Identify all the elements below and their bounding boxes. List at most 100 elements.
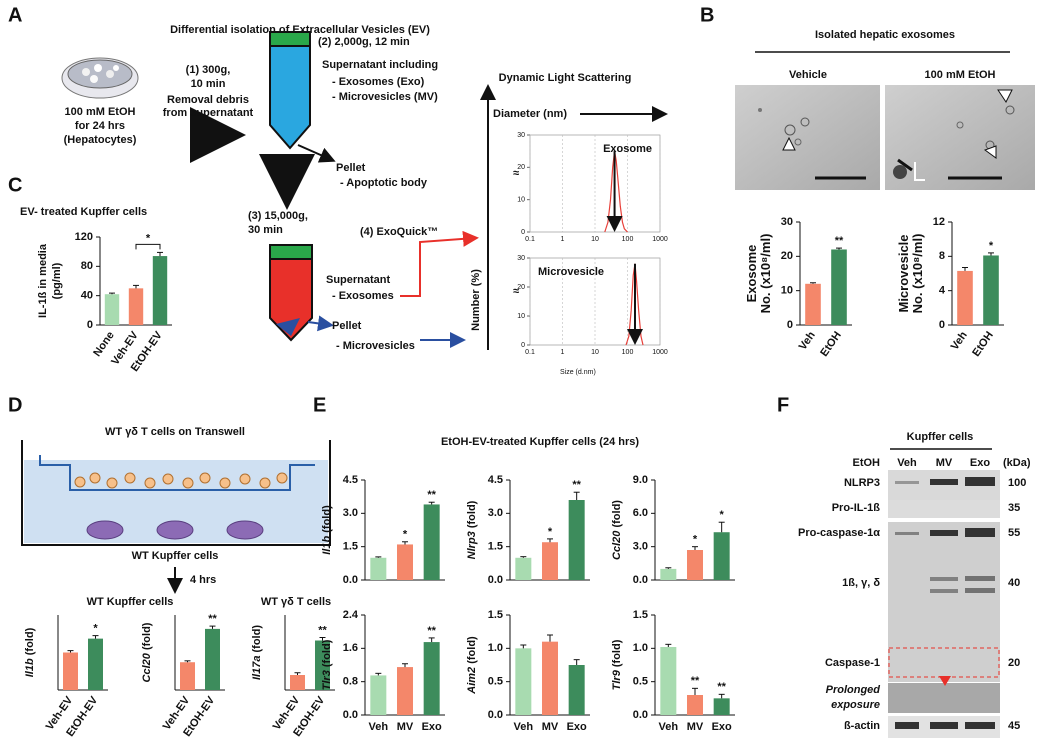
title: EtOH-EV-treated Kupffer cells (24 hrs) xyxy=(441,436,639,448)
bar xyxy=(983,255,999,325)
x-tick-label: MV xyxy=(397,721,414,733)
row-label: Prolonged xyxy=(826,684,881,696)
x-tick-label: Exo xyxy=(567,721,587,733)
x-tick-label: EtOH xyxy=(818,329,844,358)
y-tick-label: 3.0 xyxy=(343,507,358,519)
unit: (fold) xyxy=(611,500,623,528)
kda-label: 100 xyxy=(1008,477,1026,489)
label: (kDa) xyxy=(1003,457,1031,469)
y-label-line: Microvesicle xyxy=(896,234,911,312)
y-tick-label: 3.0 xyxy=(633,541,648,553)
significance: ** xyxy=(572,479,581,491)
row-label: NLRP3 xyxy=(844,477,880,489)
x-tick-label: MV xyxy=(542,721,559,733)
gene: Tlr9 xyxy=(611,669,623,690)
unit: (fold) xyxy=(251,625,263,653)
title: Isolated hepatic exosomes xyxy=(815,29,955,41)
label: Pellet xyxy=(336,162,366,174)
y-tick-label: 0 xyxy=(787,319,793,331)
significance: * xyxy=(720,509,725,521)
unit: (fold) xyxy=(466,636,478,664)
label: - Exosomes xyxy=(332,290,394,302)
bar xyxy=(180,662,195,690)
bar xyxy=(315,640,330,690)
y-axis-label: ExosomeNo. (x10⁸/ml) xyxy=(744,234,773,314)
y-tick-label: 10 xyxy=(781,285,793,297)
micrograph xyxy=(735,85,880,190)
y-tick-label: 0.0 xyxy=(633,574,648,586)
y-tick-label: 4.5 xyxy=(488,474,503,486)
label: - Exosomes (Exo) xyxy=(332,76,425,88)
x-tick-label: 1000 xyxy=(652,236,668,243)
panel-letter: D xyxy=(8,394,22,416)
bar xyxy=(660,647,677,715)
x-tick-label: 10 xyxy=(591,349,599,356)
y-label-line: No. (x10⁸/ml) xyxy=(910,234,925,314)
label: - Apoptotic body xyxy=(340,177,428,189)
bar xyxy=(831,249,847,325)
y-label-line: IL-1ß in media xyxy=(37,243,49,318)
row-label: 1ß, γ, δ xyxy=(842,577,880,589)
significance: ** xyxy=(427,489,436,501)
x-tick-label: 100 xyxy=(622,349,634,356)
y-tick-label: 30 xyxy=(517,132,525,139)
y-tick-label: 1.5 xyxy=(488,609,503,621)
label: Kupffer cells xyxy=(907,431,974,443)
arrow xyxy=(400,230,479,297)
label: WT Kupffer cells xyxy=(87,596,174,608)
y-axis-label: IL-1ß in media (pg/ml) xyxy=(37,243,63,318)
label: WT Kupffer cells xyxy=(132,550,219,562)
y-tick-label: 0 xyxy=(521,229,525,236)
y-axis-label: Tlr9 (fold) xyxy=(611,639,623,690)
panel-letter: A xyxy=(8,4,22,26)
y-tick-label: 1.0 xyxy=(633,642,648,654)
unit: (fold) xyxy=(321,505,333,533)
y-tick-label: 1.5 xyxy=(343,541,358,553)
micrograph xyxy=(885,85,1035,190)
arrow xyxy=(297,144,336,163)
bar xyxy=(713,698,730,715)
x-tick-label: 1 xyxy=(561,236,565,243)
bar xyxy=(687,695,703,715)
unit: (fold) xyxy=(611,639,623,667)
bar xyxy=(805,283,821,325)
y-tick-label: 4.5 xyxy=(343,474,358,486)
bar xyxy=(713,532,730,580)
x-tick-label: EtOH xyxy=(970,329,996,358)
significance: ** xyxy=(427,625,436,637)
y-tick-label: 0.0 xyxy=(633,709,648,721)
label: 30 min xyxy=(248,224,283,236)
row-label: Caspase-1 xyxy=(825,657,880,669)
label: (1) 300g, xyxy=(186,64,231,76)
bar xyxy=(397,667,413,715)
y-axis-label: Il1b (fold) xyxy=(321,505,333,555)
bar xyxy=(515,648,532,715)
bar xyxy=(88,638,103,690)
label: Supernatant including xyxy=(322,59,438,71)
y-tick-label: 4 xyxy=(939,285,946,297)
bar xyxy=(568,500,585,580)
bar xyxy=(542,641,558,715)
label: Dynamic Light Scattering xyxy=(499,72,632,84)
y-tick-label: 0.8 xyxy=(343,676,358,688)
y-tick-label: 0.5 xyxy=(633,676,648,688)
label: Size (d.nm) xyxy=(560,369,596,376)
gene: Il1b xyxy=(24,658,36,677)
row-label: Pro-caspase-1α xyxy=(798,527,880,539)
axis-break: ≈ xyxy=(513,285,519,297)
y-tick-label: 2.4 xyxy=(343,609,359,621)
y-tick-label: 1.5 xyxy=(488,541,503,553)
label: Pellet xyxy=(332,320,362,332)
bar xyxy=(957,270,973,325)
bar xyxy=(542,542,558,580)
label: Supernatant xyxy=(326,274,391,286)
x-tick-label: MV xyxy=(687,721,704,733)
significance: * xyxy=(403,529,408,541)
significance: ** xyxy=(717,681,726,693)
significance: * xyxy=(146,232,151,244)
bar xyxy=(63,652,78,690)
y-tick-label: 9.0 xyxy=(633,474,648,486)
x-tick-label: 0.1 xyxy=(525,349,535,356)
y-label-line: Exosome xyxy=(744,245,759,303)
row-label: exposure xyxy=(831,699,880,711)
